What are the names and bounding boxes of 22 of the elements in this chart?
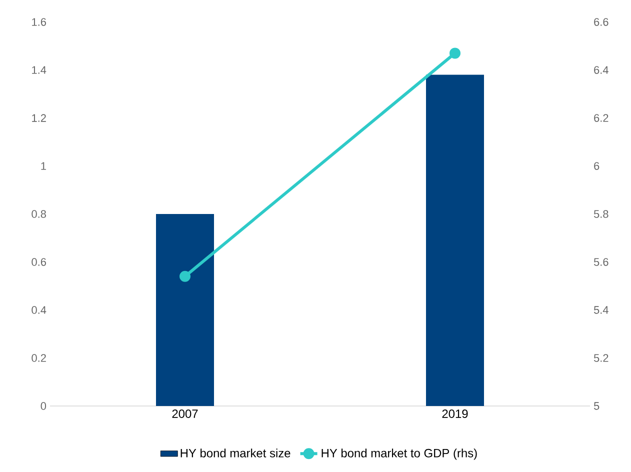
legend-label: HY bond market to GDP (rhs) [322, 448, 477, 460]
y2-tick-label: 5.2 [594, 354, 608, 362]
y2-tick-label: 6.6 [594, 18, 608, 26]
y-tick-label: 1.4 [32, 66, 46, 74]
y-tick-label: 1.2 [32, 114, 46, 122]
y-tick-label: 0.8 [32, 210, 46, 218]
x-tick-label: 2019 [442, 410, 468, 418]
y2-tick-label: 5 [594, 402, 600, 410]
y-tick-label: 0.2 [32, 354, 46, 362]
y2-tick-label: 6.4 [594, 66, 608, 74]
y2-tick-label: 5.4 [594, 306, 608, 314]
y-tick-label: 0.4 [32, 306, 46, 314]
y-tick-label: 0 [40, 402, 46, 410]
y2-tick-label: 6 [594, 162, 600, 170]
legend-label: HY bond market size [180, 448, 290, 458]
y2-tick-label: 5.8 [594, 210, 608, 218]
y2-tick-label: 5.6 [594, 258, 608, 266]
y-tick-label: 0.6 [32, 258, 46, 266]
y-tick-label: 1.6 [32, 18, 46, 26]
x-tick-label: 2007 [172, 410, 198, 418]
y-tick-label: 1 [41, 162, 46, 170]
y2-tick-label: 6.2 [594, 114, 608, 122]
